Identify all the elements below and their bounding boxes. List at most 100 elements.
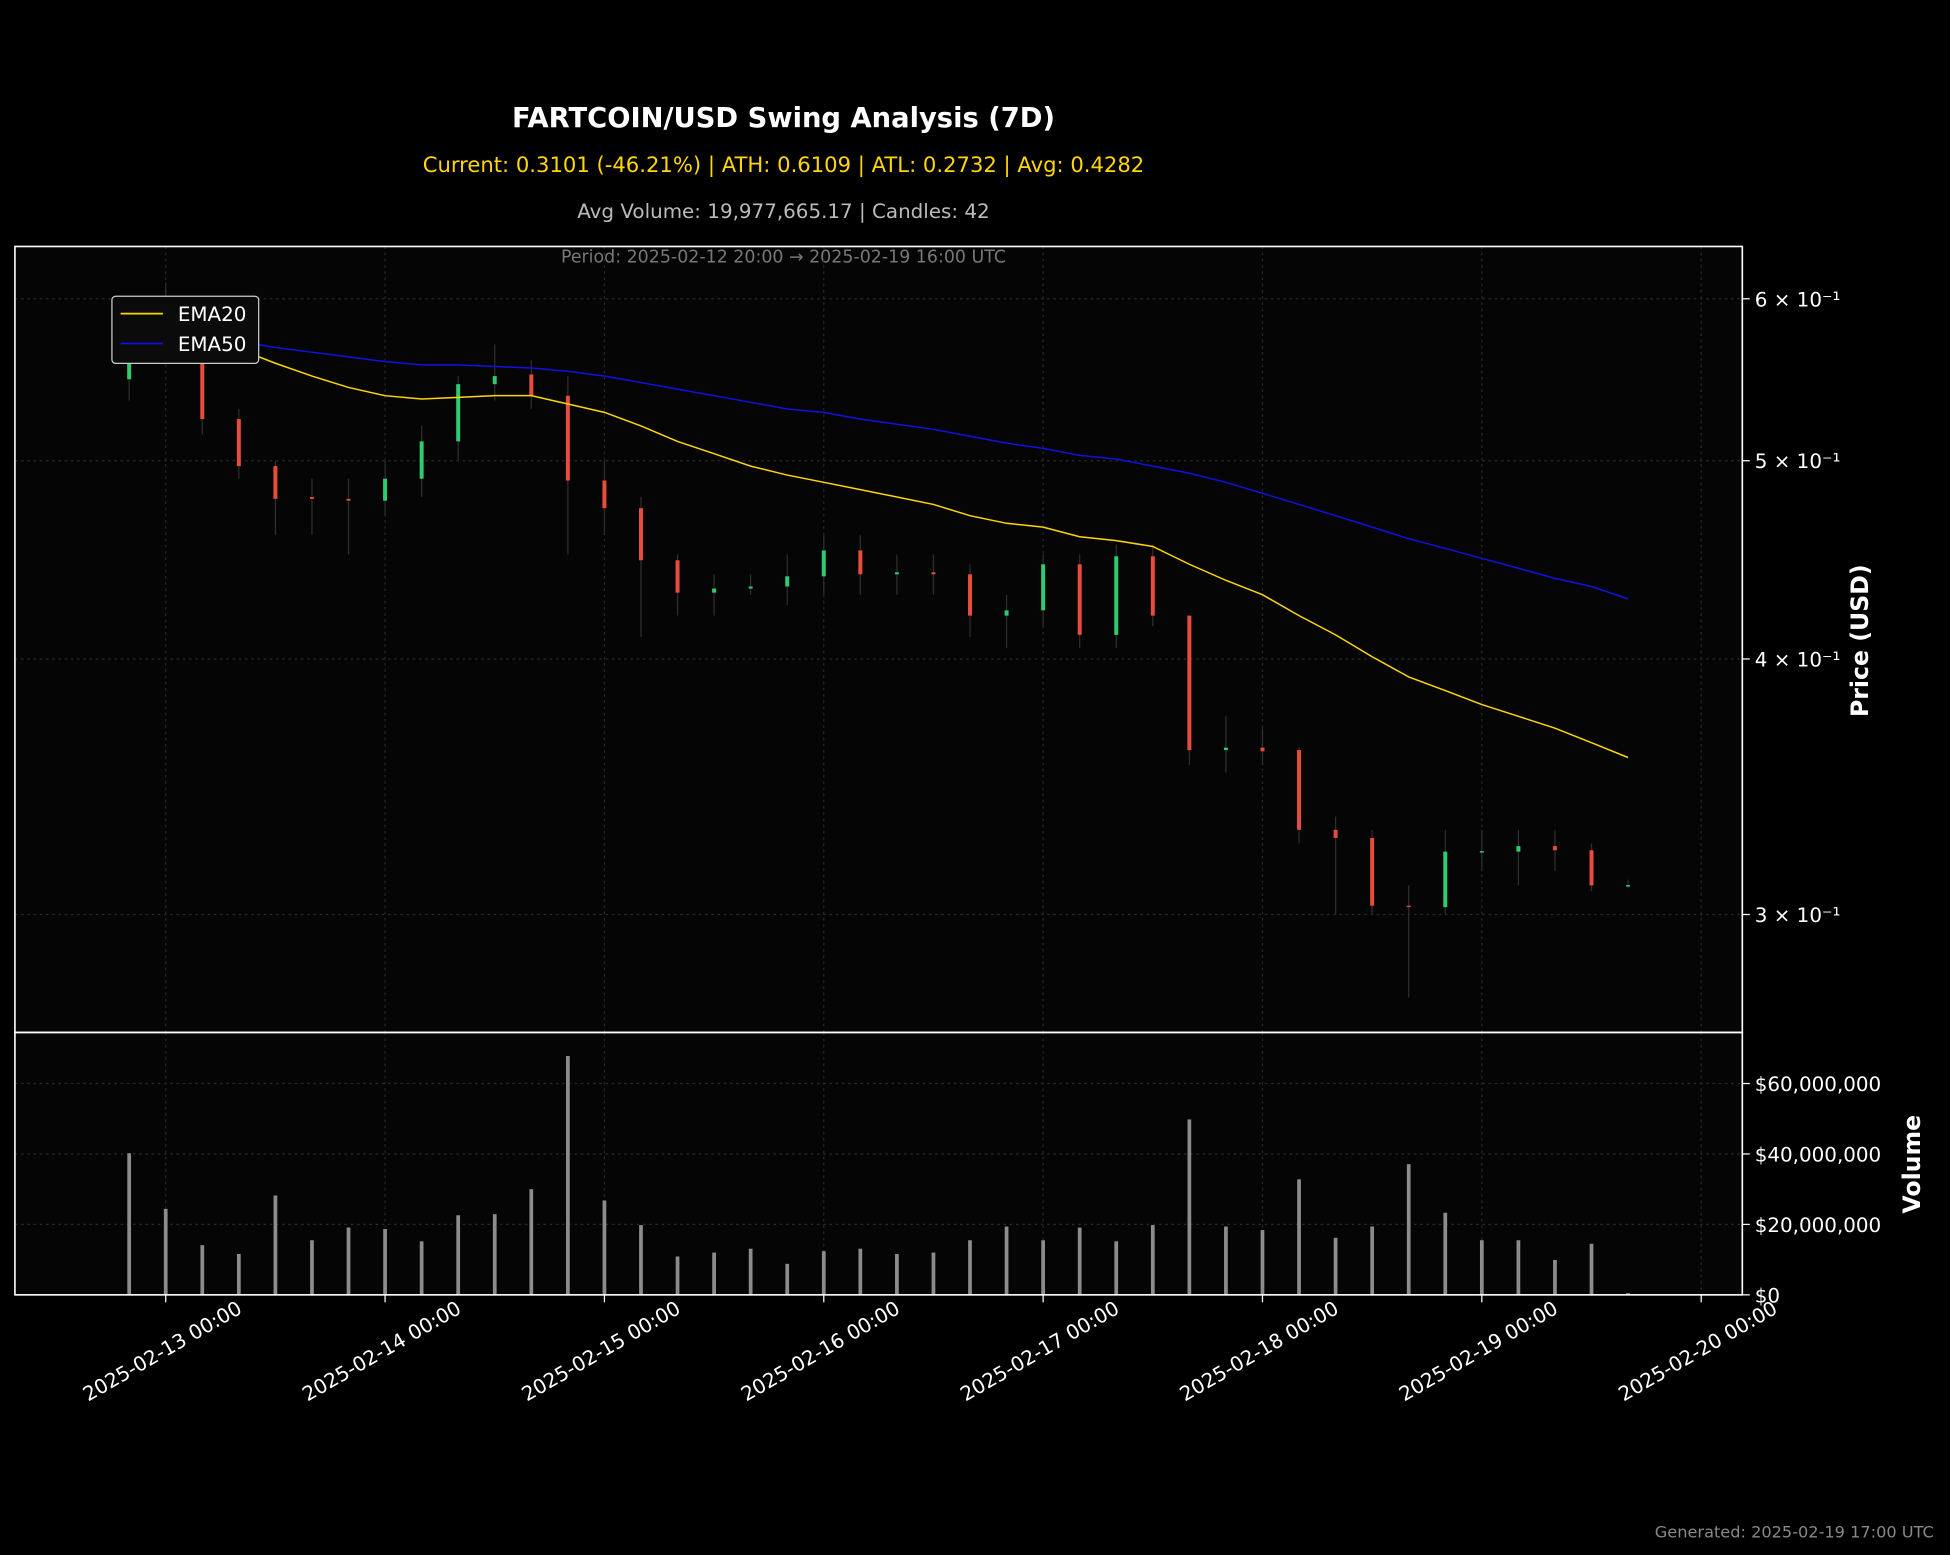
- volume-bar: [1516, 1240, 1521, 1295]
- candle-body: [858, 550, 863, 575]
- volume-bar: [895, 1253, 899, 1295]
- volume-bar: [785, 1263, 790, 1295]
- y-tick-label: $40,000,000: [1755, 1143, 1881, 1166]
- volume-panel: [14, 1032, 1743, 1295]
- volume-bar: [163, 1208, 168, 1295]
- candle-body: [419, 441, 424, 479]
- y-tick-label: 6 × 10⁻¹: [1755, 288, 1841, 311]
- candle-body: [236, 419, 241, 467]
- volume-bar: [127, 1153, 132, 1295]
- volume-bar: [968, 1240, 972, 1295]
- volume-bar: [1406, 1164, 1411, 1295]
- legend-label: EMA20: [178, 303, 247, 326]
- candle-body: [1516, 846, 1521, 852]
- candle-body: [565, 395, 570, 481]
- candle-body: [1589, 850, 1594, 886]
- candle-body: [1004, 610, 1009, 616]
- candle-body: [1041, 564, 1046, 611]
- volume-bar: [1077, 1227, 1082, 1295]
- subtitle: Current: 0.3101 (-46.21%) | ATH: 0.6109 …: [423, 152, 1145, 178]
- volume-bar: [602, 1200, 607, 1295]
- volume-bar: [1626, 1293, 1630, 1295]
- candle-body: [346, 498, 351, 501]
- period-annotation: Period: 2025-02-12 20:00 → 2025-02-19 16…: [561, 248, 1006, 268]
- candle-body: [675, 560, 680, 593]
- candle-body: [1077, 564, 1082, 635]
- candle-body: [1114, 556, 1119, 635]
- candle-body: [529, 374, 534, 396]
- volume-bar: [1297, 1179, 1301, 1295]
- candle-body: [1552, 846, 1557, 851]
- candle-body: [1150, 556, 1155, 616]
- candle-body: [1626, 885, 1631, 887]
- candle-body: [1443, 851, 1448, 908]
- candle-body: [1370, 837, 1375, 906]
- volume-bar: [931, 1252, 936, 1295]
- volume-bar: [346, 1227, 351, 1295]
- volume-bar: [383, 1228, 387, 1295]
- volume-bar: [1150, 1225, 1155, 1295]
- volume-bar: [1260, 1230, 1265, 1295]
- candle-body: [383, 478, 388, 501]
- candle-body: [1223, 747, 1228, 751]
- chart-title: FARTCOIN/USD Swing Analysis (7D): [512, 103, 1055, 134]
- y-tick-label: $20,000,000: [1755, 1214, 1881, 1237]
- y-tick-label: $60,000,000: [1755, 1073, 1881, 1096]
- volume-bar: [310, 1240, 314, 1295]
- volume-bar: [639, 1225, 643, 1295]
- y-axis-label: Price (USD): [1846, 564, 1874, 717]
- footnote: Generated: 2025-02-19 17:00 UTC: [1655, 1522, 1934, 1541]
- candle-body: [1187, 615, 1192, 751]
- y-tick-label: 3 × 10⁻¹: [1755, 904, 1841, 927]
- ema-line: [129, 332, 1629, 600]
- candle-body: [931, 572, 936, 575]
- volume-bar: [1370, 1226, 1375, 1295]
- price-panel: [14, 246, 1743, 1033]
- candle-body: [712, 588, 717, 593]
- volume-bar: [1589, 1243, 1594, 1295]
- volume-bar: [1187, 1119, 1192, 1295]
- volume-bar: [675, 1256, 680, 1295]
- candle-body: [785, 576, 790, 587]
- ema-line: [129, 320, 1629, 759]
- volume-bar: [1553, 1259, 1557, 1295]
- volume-bar: [1114, 1241, 1119, 1295]
- candle-body: [456, 384, 461, 442]
- volume-bar: [200, 1245, 205, 1295]
- candle-body: [1260, 747, 1265, 752]
- candle-body: [894, 572, 899, 575]
- volume-panel-border: [14, 1031, 1744, 1296]
- volume-bar: [1224, 1226, 1228, 1295]
- candle-body: [748, 586, 753, 589]
- volume-bar: [1479, 1240, 1484, 1295]
- volume-bar: [748, 1248, 753, 1295]
- candle-body: [968, 574, 973, 616]
- candle-body: [638, 508, 643, 561]
- candle-body: [1297, 750, 1302, 830]
- volume-bar: [858, 1248, 863, 1295]
- volume-bar: [821, 1251, 826, 1295]
- volume-bar: [1041, 1240, 1045, 1295]
- y-tick-label: 4 × 10⁻¹: [1755, 648, 1841, 671]
- y-tick-label: $0: [1755, 1284, 1780, 1307]
- candle-body: [1406, 905, 1411, 908]
- candle-body: [1479, 851, 1484, 853]
- subtitle-volume: Avg Volume: 19,977,665.17 | Candles: 42: [577, 200, 989, 223]
- candle-body: [602, 480, 607, 509]
- legend-label: EMA50: [178, 333, 247, 356]
- candle-body: [200, 316, 205, 420]
- volume-bar: [1333, 1237, 1338, 1295]
- volume-bar: [712, 1252, 716, 1295]
- candle-body: [1333, 829, 1338, 838]
- volume-bar: [1443, 1212, 1448, 1295]
- y2-axis-label: Volume: [1898, 1115, 1926, 1214]
- volume-bar: [236, 1253, 241, 1295]
- volume-bar: [492, 1214, 497, 1295]
- volume-bar: [456, 1215, 461, 1295]
- volume-bar: [273, 1195, 278, 1295]
- volume-bar: [529, 1189, 534, 1295]
- volume-bar: [419, 1241, 424, 1295]
- volume-bar: [1004, 1226, 1009, 1295]
- candle-body: [492, 376, 497, 385]
